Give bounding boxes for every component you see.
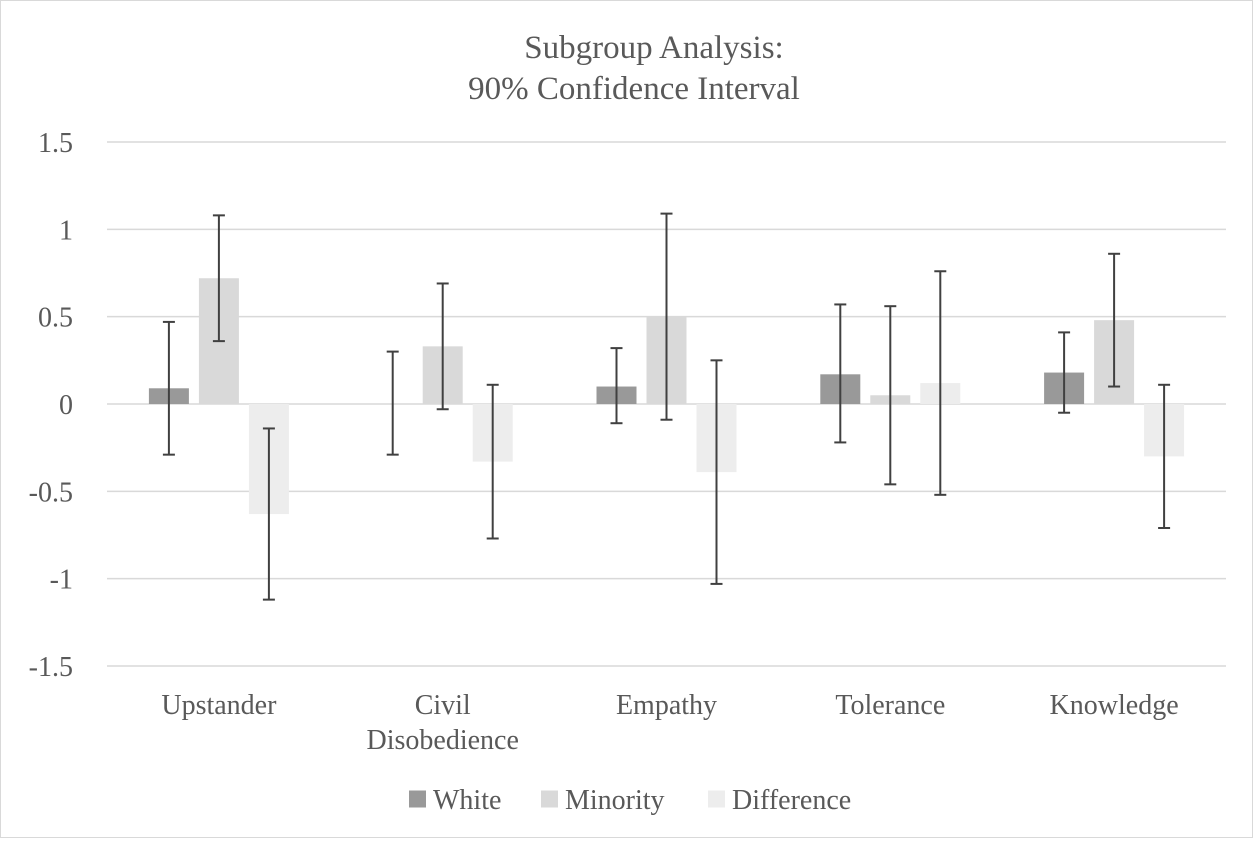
error-bar-white: [610, 347, 623, 425]
y-tick-label: -1: [50, 565, 73, 596]
error-bar-white: [1058, 331, 1071, 414]
category-label: Empathy: [616, 690, 717, 721]
legend: White Minority Difference: [409, 785, 851, 816]
y-tick-label: -0.5: [29, 477, 73, 508]
error-bar-minority: [660, 212, 673, 421]
category-label: Upstander: [161, 690, 277, 721]
y-tick-label: 1.5: [38, 128, 73, 159]
error-bar-white: [386, 350, 399, 456]
legend-label: Difference: [732, 785, 851, 816]
error-bar-minority: [436, 282, 449, 411]
y-axis-tick-labels: 1.5 1 0.5 0 -0.5 -1 -1.5: [29, 128, 73, 683]
category-label: Tolerance: [835, 690, 945, 721]
error-bar-white: [162, 320, 175, 456]
error-bar-difference: [1158, 383, 1171, 530]
error-bar-white: [834, 303, 847, 444]
legend-item-difference: Difference: [708, 785, 851, 816]
legend-label: White: [433, 785, 501, 816]
error-bars: [162, 212, 1171, 601]
legend-item-white: White: [409, 785, 501, 816]
error-bar-minority: [884, 305, 897, 486]
category-label: Knowledge: [1050, 690, 1179, 721]
y-tick-label: 0: [59, 390, 73, 421]
x-axis-category-labels: Upstander Civil Disobedience Empathy Toleran…: [161, 690, 1178, 756]
error-bar-difference: [934, 270, 947, 496]
error-bar-minority: [212, 214, 225, 343]
legend-item-minority: Minority: [541, 785, 665, 816]
legend-swatch: [409, 790, 426, 808]
error-bar-minority: [1108, 252, 1121, 388]
y-tick-label: 1: [59, 215, 73, 246]
error-bar-difference: [262, 427, 275, 601]
error-bar-difference: [710, 359, 723, 585]
category-label: Civil Disobedience: [367, 690, 519, 756]
legend-swatch: [708, 790, 725, 808]
error-bar-difference: [486, 383, 499, 540]
y-tick-label: 0.5: [38, 303, 73, 334]
chart-subtitle: 90% Confidence Interval: [468, 71, 800, 107]
chart-title: Subgroup Analysis:: [524, 30, 783, 66]
legend-label: Minority: [565, 785, 665, 816]
legend-swatch: [541, 790, 558, 808]
y-tick-label: -1.5: [29, 652, 73, 683]
